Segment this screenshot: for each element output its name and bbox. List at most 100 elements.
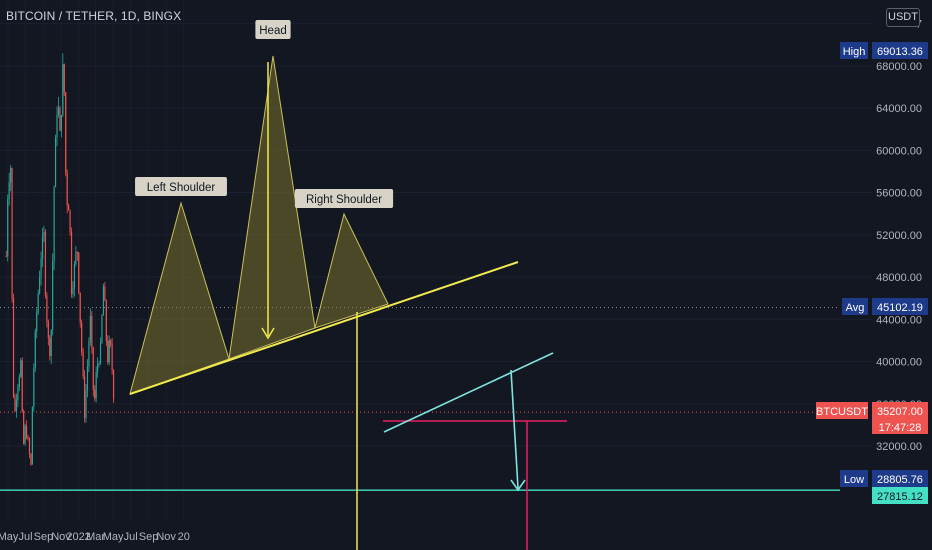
candle-body (68, 204, 70, 211)
candle-body (34, 331, 36, 369)
candle-body (107, 340, 109, 363)
low-marker-value: 28805.76 (877, 474, 923, 486)
candle-body (10, 168, 12, 183)
candle-body (46, 295, 48, 322)
candle-body (95, 372, 97, 399)
candle-body (73, 263, 76, 289)
candle-body (25, 426, 28, 438)
candle-body (79, 292, 81, 323)
annotation-box (294, 189, 394, 208)
candle-body (94, 389, 96, 399)
x-tick-label: Nov (156, 531, 176, 543)
level-marker-value: 27815.12 (877, 491, 923, 503)
level-marker-value-bg (872, 487, 928, 504)
x-tick-label: 20 (178, 531, 190, 543)
candle-body (18, 376, 20, 388)
candle-body (33, 368, 35, 407)
candle-body (31, 406, 33, 465)
candle-body (69, 210, 71, 232)
y-tick-label: 48000.00 (876, 272, 922, 284)
candle-body (40, 258, 42, 278)
annotation-label: Left Shoulder (147, 182, 216, 194)
btcusdt-marker-value: 35207.00 (877, 406, 923, 418)
high-marker-label: High (843, 46, 866, 58)
candle-body (82, 351, 84, 377)
candle-body (54, 137, 57, 188)
candle-body (72, 288, 74, 295)
candle-body (15, 400, 18, 412)
annotation-box (135, 177, 227, 196)
annotation-label: Head (259, 25, 287, 37)
y-tick-label: 68000.00 (876, 61, 922, 73)
target-arrow-shaft (510, 369, 519, 489)
avg-marker-value: 45102.19 (877, 302, 923, 314)
candle-body (39, 277, 41, 294)
countdown-value: 17:47:28 (879, 422, 922, 434)
low-marker-value-bg (872, 470, 928, 487)
candle-body (91, 315, 93, 348)
candle-body (63, 64, 65, 93)
candle-body (36, 312, 38, 332)
pattern-drawings (129, 55, 389, 395)
candle-body (85, 390, 87, 419)
x-tick-label: Jul (124, 531, 138, 543)
candle-body (99, 342, 102, 364)
candle-body (89, 315, 91, 342)
high-marker-label-bg (840, 42, 868, 59)
pattern-annotations: Head Left Shoulder Right Shoulder (135, 20, 394, 208)
candle-body (104, 286, 106, 301)
price-markers: High 69013.36 Avg 45102.19 BTCUSDT 35207.00 17… (816, 42, 928, 504)
x-tick-label: Jul (19, 531, 33, 543)
candle-body (81, 322, 83, 352)
candle-body (5, 255, 7, 257)
candle-body (17, 387, 19, 401)
candle-body (111, 344, 113, 371)
candle-body (12, 298, 15, 398)
btcusdt-marker-value-bg (872, 402, 928, 419)
candle-body (56, 114, 58, 138)
annotation-label: Right Shoulder (306, 194, 382, 206)
countdown-bg (872, 419, 928, 434)
candle-body (27, 437, 29, 440)
candle-body (62, 64, 64, 116)
candle-body (43, 232, 45, 237)
candle-body (92, 347, 94, 390)
x-tick-label: 2022 (66, 531, 90, 543)
candle-body (102, 286, 105, 316)
level-lines (0, 307, 840, 491)
x-tick-label: Sep (34, 531, 54, 543)
x-tick-label: May (0, 531, 19, 543)
candle-body (28, 439, 31, 454)
candle-body (59, 107, 61, 131)
y-tick-label: 64000.00 (876, 103, 922, 115)
candle-body (112, 370, 115, 400)
candle-body (66, 172, 68, 205)
candle-body (37, 293, 39, 313)
candle-body (86, 366, 89, 391)
low-marker-label-bg (840, 470, 868, 487)
trend-line (383, 352, 554, 433)
high-marker-value: 69013.36 (877, 46, 923, 58)
currency-badge[interactable]: USDT (886, 8, 920, 27)
x-tick-label: Sep (139, 531, 159, 543)
candle-body (49, 337, 51, 356)
candle-body (14, 397, 16, 412)
high-marker-value-bg (872, 42, 928, 59)
candle-body (21, 360, 23, 412)
candle-series (5, 53, 115, 466)
candle-body (83, 376, 86, 419)
candle-body (57, 107, 60, 115)
candle-body (20, 360, 22, 377)
chart-grid (0, 23, 872, 447)
avg-marker-value-bg (872, 298, 928, 315)
candle-body (50, 329, 52, 356)
candle-body (47, 321, 49, 338)
candle-body (44, 232, 47, 296)
symbol-title: BITCOIN / TETHER, 1D, BINGX (6, 9, 182, 23)
y-tick-label: 52000.00 (876, 230, 922, 242)
candle-body (65, 92, 67, 173)
neckline (129, 261, 519, 395)
